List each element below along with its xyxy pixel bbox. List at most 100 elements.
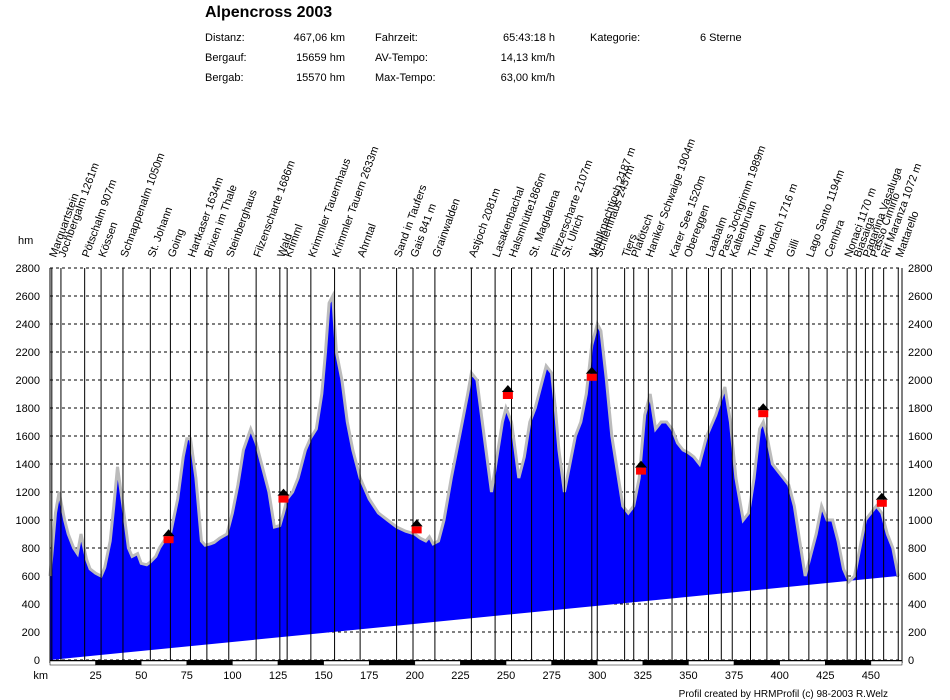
x-tick-label: 250 <box>497 670 515 682</box>
stat-avgspeed-label: AV-Tempo: <box>375 52 428 64</box>
km-scale-segment <box>323 660 370 666</box>
y-tick-label-left: 200 <box>22 627 40 639</box>
stat-descent-label: Bergab: <box>205 72 244 84</box>
hut-roof-icon <box>277 488 290 496</box>
y-tick-label-left: 2000 <box>16 375 40 387</box>
y-tick-label-right: 1000 <box>908 515 932 527</box>
x-tick-label: 375 <box>725 670 743 682</box>
y-tick-label-left: 2800 <box>16 263 40 275</box>
chart-title: Alpencross 2003 <box>205 4 333 21</box>
y-tick-label-left: 400 <box>22 599 40 611</box>
y-tick-label-right: 200 <box>908 627 926 639</box>
stat-maxspeed-label: Max-Tempo: <box>375 72 436 84</box>
hut-body-icon <box>278 495 289 503</box>
y-tick-label-right: 2600 <box>908 291 932 303</box>
km-scale-segment <box>186 660 233 666</box>
y-tick-label-right: 1800 <box>908 403 932 415</box>
km-scale-segment <box>95 660 142 666</box>
km-scale-segment <box>551 660 598 666</box>
waypoint-label: Going <box>166 227 187 259</box>
hut-markers <box>162 366 888 544</box>
y-tick-label-right: 800 <box>908 543 926 555</box>
x-tick-label: 175 <box>360 670 378 682</box>
elevation-area <box>50 296 899 660</box>
hut-body-icon <box>586 373 597 381</box>
y-tick-label-right: 1400 <box>908 459 932 471</box>
stat-distance-value: 467,06 km <box>293 32 345 44</box>
y-tick-label-right: 2000 <box>908 375 932 387</box>
y-tick-label-right: 2800 <box>908 263 932 275</box>
y-tick-label-left: 2600 <box>16 291 40 303</box>
x-axis-title: km <box>33 670 48 682</box>
hut-roof-icon <box>757 403 770 411</box>
stat-ascent-label: Bergauf: <box>205 52 247 64</box>
y-tick-label-left: 1200 <box>16 487 40 499</box>
y-tick-label-left: 1400 <box>16 459 40 471</box>
km-scale-segment <box>688 660 735 666</box>
waypoint-label: Ahrntal <box>356 222 379 259</box>
y-tick-label-left: 1800 <box>16 403 40 415</box>
y-tick-label-left: 1000 <box>16 515 40 527</box>
x-tick-label: 300 <box>588 670 606 682</box>
hut-roof-icon <box>410 519 423 527</box>
x-tick-label: 425 <box>816 670 834 682</box>
credit-text: Profil created by HRMProfil (c) 98-2003 … <box>678 689 888 700</box>
stat-category-label: Kategorie: <box>590 32 641 44</box>
y-tick-label-left: 800 <box>22 543 40 555</box>
x-tick-label: 75 <box>181 670 193 682</box>
hut-body-icon <box>163 536 174 544</box>
y-tick-label-right: 400 <box>908 599 926 611</box>
y-axis-title: hm <box>18 235 33 247</box>
km-scale-segment <box>368 660 416 666</box>
hut-body-icon <box>411 526 422 534</box>
km-scale-segment <box>140 660 188 666</box>
hut-roof-icon <box>875 492 888 500</box>
y-tick-label-left: 0 <box>34 655 40 667</box>
km-scale-segment <box>505 660 552 666</box>
y-tick-label-right: 1600 <box>908 431 932 443</box>
hut-roof-icon <box>501 385 514 392</box>
stat-ascent-value: 15659 hm <box>296 52 345 64</box>
km-scale-segment <box>733 660 780 666</box>
stat-descent-value: 15570 hm <box>296 72 345 84</box>
x-tick-label: 225 <box>451 670 469 682</box>
hut-body-icon <box>758 410 769 418</box>
stat-distance-label: Distanz: <box>205 32 245 44</box>
km-scale-segment <box>277 660 324 666</box>
y-tick-label-right: 1200 <box>908 487 932 499</box>
x-tick-label: 50 <box>135 670 147 682</box>
x-tick-label: 450 <box>862 670 880 682</box>
y-tick-label-left: 1600 <box>16 431 40 443</box>
axes: 0 0 200 200 400 400 600 600 800 800 1000 1000 1200 12… <box>16 235 933 682</box>
x-tick-label: 125 <box>269 670 287 682</box>
y-tick-label-left: 2400 <box>16 319 40 331</box>
x-tick-label: 325 <box>634 670 652 682</box>
waypoint-label: Gilli <box>784 238 802 259</box>
stat-maxspeed-value: 63,00 km/h <box>500 72 555 84</box>
km-scale-segment <box>460 660 507 666</box>
km-scale-segment <box>49 660 96 666</box>
x-tick-label: 150 <box>314 670 332 682</box>
x-tick-label: 25 <box>89 670 101 682</box>
stat-ridetime-value: 65:43:18 h <box>503 32 555 44</box>
hut-body-icon <box>502 392 513 399</box>
x-tick-label: 100 <box>223 670 241 682</box>
km-scale-segment <box>597 660 644 666</box>
hut-body-icon <box>876 499 887 507</box>
km-scale-segment <box>779 660 826 666</box>
hut-body-icon <box>636 467 647 475</box>
x-tick-label: 350 <box>679 670 697 682</box>
y-tick-label-right: 2400 <box>908 319 932 331</box>
km-scale-segment <box>825 660 872 666</box>
x-tick-label: 200 <box>406 670 424 682</box>
hut-roof-icon <box>162 529 175 537</box>
stat-avgspeed-value: 14,13 km/h <box>500 52 555 64</box>
y-tick-label-right: 0 <box>908 655 914 667</box>
stat-category-value: 6 Sterne <box>700 32 742 44</box>
km-scale-segment <box>414 660 461 666</box>
x-tick-label: 400 <box>770 670 788 682</box>
hut-roof-icon <box>585 366 598 374</box>
stat-ridetime-label: Fahrzeit: <box>375 32 418 44</box>
